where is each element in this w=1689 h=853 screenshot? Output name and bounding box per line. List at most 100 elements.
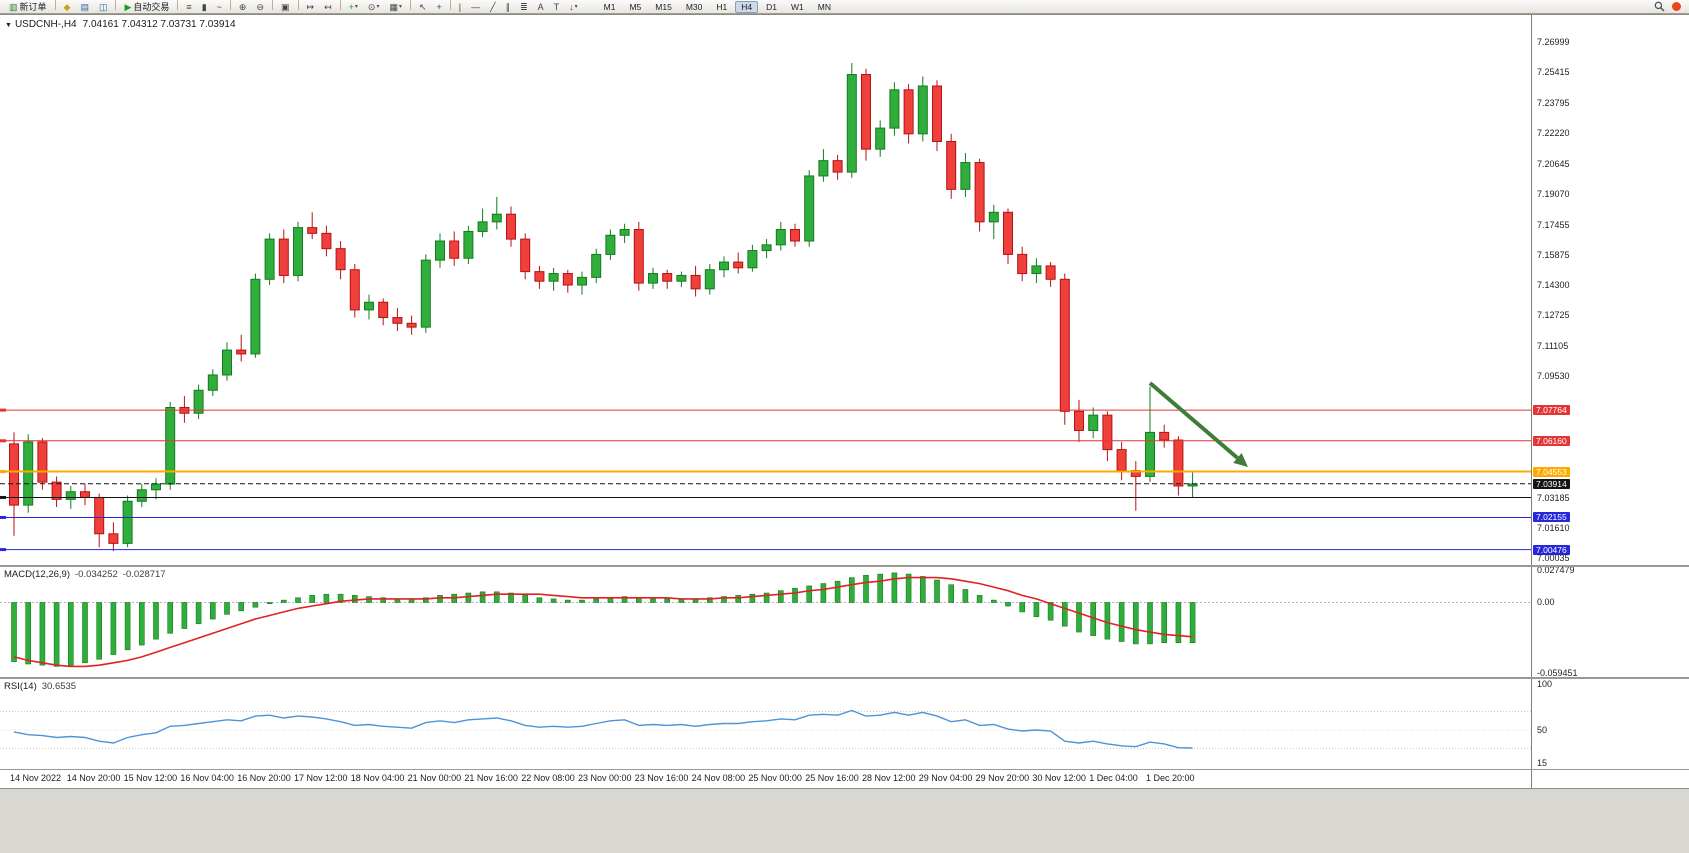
zoom-in-icon: ⊕ [238, 2, 247, 12]
text-label-button[interactable]: T [550, 1, 564, 13]
line-chart-mode-icon: ~ [216, 2, 222, 12]
indicators-button[interactable]: + ▾ [345, 1, 362, 13]
search-button[interactable] [1654, 1, 1665, 12]
auto-scroll-icon: ↦ [306, 2, 315, 12]
axis-tick-label: 7.25415 [1537, 67, 1570, 78]
timeframe-m15-button[interactable]: M15 [655, 1, 672, 12]
timeframe-m5-button[interactable]: M5 [629, 1, 642, 12]
cursor-button[interactable]: ↖ [415, 1, 431, 13]
toolbar-separator [177, 0, 179, 10]
auto-scroll-button[interactable]: ↦ [303, 1, 319, 13]
chart-ohlc-readout: 7.04161 7.04312 7.03731 7.03914 [82, 19, 236, 30]
pane-separator[interactable] [0, 677, 1689, 679]
toolbar-groups: ▥ 新订单 ◆ ▤ ◫ ▶ 自动交易 ≡ ▮ ~ ⊕ ⊖ ▣ ↦ ↤ + ▾ ⊙ ▾ ▦ ▾ ↖ + | — ╱ ∥ ≣ A T ↓ ▾ [4, 0, 583, 13]
horizontal-line-price-label: 7.00476 [1533, 544, 1570, 555]
vertical-line-button[interactable]: | [455, 1, 465, 13]
chart-shift-button[interactable]: ↤ [320, 1, 336, 13]
axis-tick-label: 7.09530 [1537, 371, 1570, 382]
fibonacci-icon: ≣ [520, 2, 528, 12]
fibonacci-button[interactable]: ≣ [516, 1, 532, 13]
time-label: 15 Nov 12:00 [123, 773, 178, 783]
data-window-icon: ▤ [80, 2, 89, 12]
time-label: 29 Nov 04:00 [918, 773, 973, 783]
navigator-button[interactable]: ◫ [95, 1, 112, 13]
market-watch-button[interactable]: ◆ [60, 1, 75, 13]
time-label: 21 Nov 00:00 [407, 773, 462, 783]
axis-tick-label: 7.12725 [1537, 310, 1570, 321]
time-label: 22 Nov 08:00 [521, 773, 575, 783]
axis-tick-label: 7.11105 [1537, 341, 1569, 352]
line-chart-mode-button[interactable]: ~ [213, 1, 226, 13]
rsi-pane-canvas[interactable] [0, 679, 1531, 769]
horizontal-line-button[interactable]: — [467, 1, 484, 13]
arrows-caret-icon: ▾ [574, 4, 578, 10]
time-axis[interactable]: 14 Nov 2022 14 Nov 20:00 15 Nov 12:00 16 No… [0, 770, 1531, 788]
axis-tick-label: 7.20645 [1537, 158, 1570, 169]
periods-button[interactable]: ⊙ ▾ [364, 1, 384, 13]
bar-chart-mode-button[interactable]: ≡ [182, 1, 195, 13]
time-label: 16 Nov 20:00 [237, 773, 291, 783]
axis-tick-label: 7.22220 [1537, 128, 1570, 139]
horizontal-line-price-label: 7.04553 [1533, 466, 1570, 477]
timeframe-h4-button[interactable]: H4 [735, 0, 759, 13]
data-window-button[interactable]: ▤ [76, 1, 93, 13]
time-label: 30 Nov 12:00 [1032, 773, 1086, 783]
notification-badge[interactable] [1672, 2, 1681, 11]
timeframe-m30-button[interactable]: M30 [685, 1, 703, 12]
tile-windows-button[interactable]: ▣ [277, 1, 294, 13]
text-button[interactable]: A [534, 1, 548, 13]
macd-indicator-label: MACD(12,26,9) -0.034252 -0.028717 [4, 569, 166, 580]
timeframe-m1-button[interactable]: M1 [603, 1, 616, 12]
time-label: 23 Nov 00:00 [578, 773, 632, 783]
autotrading-button[interactable]: ▶ 自动交易 [120, 1, 173, 13]
toolbar-separator [229, 0, 231, 10]
candlestick-mode-icon: ▮ [201, 2, 207, 12]
toolbar-separator [297, 0, 299, 10]
horizontal-line-price-label: 7.07764 [1533, 405, 1570, 416]
templates-icon: ▦ [389, 2, 398, 12]
time-label: 23 Nov 16:00 [634, 773, 689, 783]
zoom-in-button[interactable]: ⊕ [235, 1, 251, 13]
axis-tick-label: 7.17455 [1537, 219, 1570, 230]
horizontal-line-price-label: 7.02155 [1533, 512, 1570, 523]
macd-value-1: -0.034252 [75, 569, 118, 580]
market-watch-icon: ◆ [63, 2, 71, 12]
timeframe-h1-button[interactable]: H1 [716, 1, 728, 12]
crosshair-button[interactable]: + [433, 1, 446, 13]
timeframe-d1-button[interactable]: D1 [766, 1, 777, 12]
toolbar: ▥ 新订单 ◆ ▤ ◫ ▶ 自动交易 ≡ ▮ ~ ⊕ ⊖ ▣ ↦ ↤ + ▾ ⊙ ▾ ▦ ▾ ↖ + | — ╱ ∥ ≣ A T ↓ ▾ M1… [0, 0, 1689, 14]
indicators-caret-icon: ▾ [354, 4, 358, 10]
trendline-button[interactable]: ╱ [486, 1, 499, 13]
equidistant-channel-icon: ∥ [505, 2, 511, 12]
arrows-button[interactable]: ↓ ▾ [565, 1, 582, 13]
arrows-icon: ↓ [569, 2, 574, 12]
time-label: 14 Nov 20:00 [66, 773, 121, 783]
toolbar-separator [54, 0, 56, 10]
zoom-out-button[interactable]: ⊖ [252, 1, 268, 13]
axis-tick-label: 7.00035 [1537, 553, 1570, 563]
time-label: 25 Nov 16:00 [805, 773, 859, 783]
timeframe-mn-button[interactable]: MN [817, 1, 831, 12]
templates-button[interactable]: ▦ ▾ [385, 1, 406, 13]
current-price-label: 7.03914 [1533, 478, 1570, 489]
toolbar-separator [339, 0, 341, 10]
price-chart-canvas[interactable] [0, 15, 1531, 565]
axis-tick-label: 7.03185 [1537, 492, 1570, 503]
price-axis[interactable]: 7.07764 7.06160 7.04553 7.02155 7.00476 7.039… [1531, 15, 1689, 789]
rsi-name: RSI(14) [4, 681, 37, 692]
time-label: 25 Nov 00:00 [748, 773, 802, 783]
macd-pane-canvas[interactable] [0, 567, 1531, 677]
new-order-button[interactable]: ▥ 新订单 [5, 1, 51, 13]
chart-window-bottom-border [0, 788, 1689, 789]
pane-separator[interactable] [0, 565, 1689, 567]
equidistant-channel-button[interactable]: ∥ [502, 1, 515, 13]
text-label-icon: T [553, 2, 560, 12]
toolbar-separator [409, 0, 411, 10]
candlestick-mode-button[interactable]: ▮ [198, 1, 211, 13]
axis-tick-label: 7.01610 [1537, 522, 1570, 533]
chart-expander-icon[interactable]: ▼ [5, 22, 12, 29]
toolbar-right [1654, 1, 1685, 12]
chart-symbol-period: USDCNH-,H4 [14, 19, 77, 30]
timeframe-w1-button[interactable]: W1 [790, 1, 804, 12]
macd-name: MACD(12,26,9) [4, 569, 70, 580]
